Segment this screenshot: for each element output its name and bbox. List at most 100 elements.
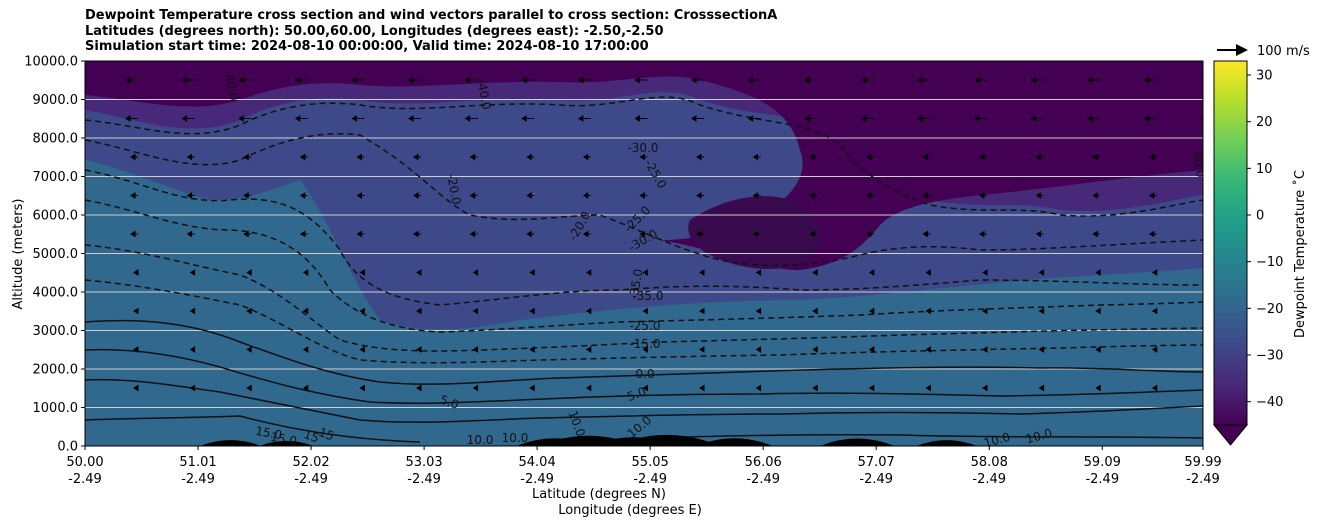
wind-vector	[1087, 76, 1101, 84]
wind-vector	[529, 346, 535, 353]
plot-area: 40.040.0-40.0-30.0-25.0-20.0-20.0 -25.0-3…	[85, 61, 1213, 450]
wind-vector	[1095, 384, 1101, 392]
x-axis: 50.00 -2.49 51.01 -2.49 52.02 -2.49 53.03 -2.49…	[66, 446, 1222, 487]
wind-vector	[299, 230, 308, 238]
x-tick-label-lon: -2.49	[972, 472, 1006, 487]
chart-title: Dewpoint Temperature cross section and w…	[85, 8, 777, 55]
contour-lines	[85, 96, 1203, 443]
wind-vector	[752, 230, 761, 238]
wind-vector	[747, 76, 761, 84]
colorbar-tick-label: 10	[1256, 162, 1273, 177]
wind-vector	[1143, 115, 1157, 122]
wind-vector	[755, 307, 762, 315]
wind-vector	[922, 230, 931, 238]
x-tick-label-lat: 56.06	[745, 455, 782, 470]
wind-vector	[243, 230, 252, 238]
title-line-1: Dewpoint Temperature cross section and w…	[85, 8, 778, 23]
wind-vector	[974, 76, 987, 84]
wind-vector	[1087, 115, 1101, 122]
y-axis: 0.0 1000.0 2000.0 3000.0 4000.0 5000.0 6000.0 7…	[24, 55, 85, 455]
wind-vector	[181, 115, 195, 122]
wind-vector	[302, 346, 309, 353]
wind-vector	[1206, 193, 1213, 198]
colorbar-tick-label: −10	[1256, 255, 1283, 270]
contour-line	[85, 415, 1203, 443]
colorbar-tick-label: −30	[1256, 349, 1283, 364]
wind-vector	[133, 346, 139, 353]
x-tick-label-lon: -2.49	[1186, 472, 1220, 487]
colorbar-tick-label: −40	[1256, 395, 1283, 410]
wind-vector	[238, 76, 252, 84]
y-tick-label: 7000.0	[33, 170, 79, 185]
wind-vector	[577, 115, 591, 122]
wind-vector	[979, 153, 987, 161]
wind-vector	[925, 307, 931, 315]
x-tick-label-lon: -2.49	[859, 472, 893, 487]
wind-vector	[812, 384, 818, 392]
wind-vector	[585, 346, 592, 353]
wind-vector	[979, 230, 987, 238]
wind-vector	[917, 115, 931, 122]
wind-vector	[359, 346, 365, 353]
y-tick-label: 2000.0	[33, 363, 79, 378]
y-tick-label: 10000.0	[24, 55, 78, 70]
wind-vector	[642, 346, 648, 353]
wind-vector	[860, 76, 874, 84]
x-axis-label-lat: Latitude (degrees N)	[532, 487, 666, 502]
wind-vector	[359, 269, 365, 276]
wind-vector	[351, 115, 365, 122]
wind-vector	[133, 307, 139, 315]
wind-vector	[642, 384, 648, 392]
wind-vector	[1092, 192, 1101, 199]
wind-vector	[804, 76, 818, 84]
wind-vector	[299, 192, 308, 199]
wind-vector	[189, 307, 196, 315]
wind-vector	[1151, 346, 1158, 353]
wind-vector	[691, 76, 704, 84]
wind-vector	[408, 115, 421, 122]
wind-vector	[1095, 346, 1101, 353]
contour-label: -25.0	[629, 319, 660, 333]
field-band-blue	[85, 160, 1203, 446]
wind-vector	[299, 153, 308, 161]
wind-vector	[356, 230, 365, 238]
wind-vector	[1209, 347, 1213, 352]
wind-vector	[294, 115, 308, 122]
wind-vector	[125, 76, 138, 84]
colorbar-tick-label: 20	[1256, 115, 1273, 130]
x-tick-label-lon: -2.49	[294, 472, 328, 487]
wind-vector	[186, 153, 195, 161]
wind-vector	[1151, 269, 1158, 276]
wind-vector	[416, 307, 422, 315]
wind-vector	[1095, 307, 1101, 315]
contour-label: 15.0	[269, 430, 298, 448]
wind-vector	[243, 153, 252, 161]
wind-key: 100 m/s	[1217, 44, 1310, 59]
wind-vector	[1143, 76, 1157, 84]
y-tick-label: 3000.0	[33, 324, 79, 339]
contour-label: -20.0	[444, 173, 463, 206]
wind-vector	[464, 76, 478, 84]
colorbar-ticks: 30 20 10 0 −10 −20 −30 −40	[1247, 69, 1283, 410]
wind-vector	[246, 307, 252, 315]
wind-vector	[755, 346, 762, 353]
wind-vector	[974, 115, 987, 122]
wind-vector	[356, 192, 365, 199]
wind-vector	[585, 269, 592, 276]
wind-vector	[125, 115, 138, 122]
x-tick-label-lat: 50.00	[66, 455, 103, 470]
wind-vector	[922, 192, 931, 199]
wind-vector	[472, 307, 479, 315]
terrain	[85, 434, 1203, 446]
x-tick-label-lat: 55.05	[632, 455, 669, 470]
wind-vector	[356, 153, 365, 161]
contour-label: 15.0	[254, 424, 283, 442]
contour-label: 10.0	[982, 430, 1011, 450]
wind-vector	[294, 76, 308, 84]
colorbar-fill	[1213, 60, 1248, 426]
title-line-2: Latitudes (degrees north): 50.00,60.00, …	[85, 23, 664, 39]
wind-vector	[130, 230, 138, 238]
x-tick-label-lon: -2.49	[633, 472, 667, 487]
